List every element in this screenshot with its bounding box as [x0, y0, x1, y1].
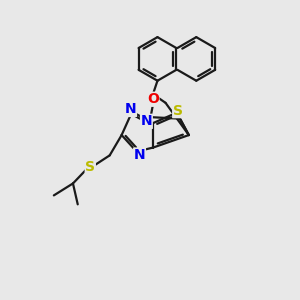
Text: O: O [147, 92, 159, 106]
Text: N: N [141, 114, 152, 128]
Text: N: N [125, 102, 136, 116]
Text: S: S [173, 103, 183, 118]
Text: N: N [134, 148, 146, 162]
Text: S: S [85, 160, 95, 174]
